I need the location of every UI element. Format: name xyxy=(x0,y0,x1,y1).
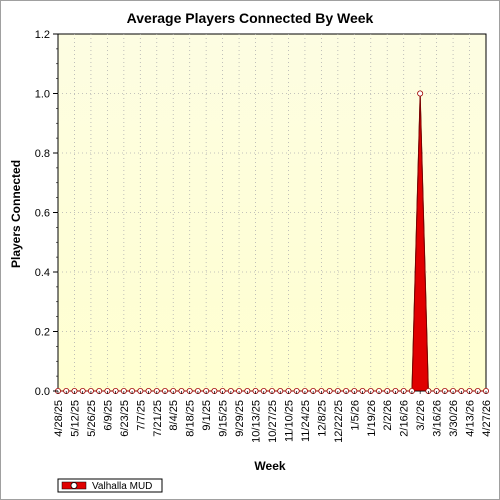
y-tick-label: 0.6 xyxy=(35,208,50,220)
legend-marker xyxy=(70,482,78,489)
x-tick-label: 2/2/26 xyxy=(382,400,394,431)
x-tick-label: 1/19/26 xyxy=(366,400,378,437)
y-tick-label: 1.0 xyxy=(35,89,50,101)
axes xyxy=(53,33,487,394)
x-axis-label: Week xyxy=(254,459,285,473)
y-tick-label: 0.2 xyxy=(35,327,50,339)
x-tick-label: 3/30/26 xyxy=(448,400,460,437)
x-tick-label: 2/16/26 xyxy=(399,400,411,437)
x-tick-labels: 4/28/25 5/12/25 5/26/25 6/9/25 6/23/25 7/7/25… xyxy=(53,400,493,443)
x-tick-label: 9/1/25 xyxy=(201,400,213,431)
x-tick-label: 11/24/25 xyxy=(300,400,312,442)
chart-title: Average Players Connected By Week xyxy=(127,10,374,26)
x-tick-label: 9/29/25 xyxy=(234,400,246,437)
x-tick-label: 6/9/25 xyxy=(102,400,114,431)
x-tick-label: 4/27/26 xyxy=(481,400,493,437)
y-tick-label: 1.2 xyxy=(35,29,50,41)
x-tick-label: 5/12/25 xyxy=(69,400,81,437)
x-tick-label: 7/7/25 xyxy=(135,400,147,431)
y-tick-label: 0.4 xyxy=(35,267,50,279)
x-tick-label: 8/18/25 xyxy=(185,400,197,437)
x-tick-label: 3/16/26 xyxy=(432,400,444,437)
x-tick-label: 5/26/25 xyxy=(86,400,98,437)
x-tick-label: 3/2/26 xyxy=(415,400,427,431)
y-tick-label: 0.8 xyxy=(35,148,50,160)
x-tick-label: 4/28/25 xyxy=(53,400,65,437)
y-axis-label: Players Connected xyxy=(9,160,23,268)
x-tick-label: 10/13/25 xyxy=(251,400,263,443)
legend: Valhalla MUD xyxy=(57,478,163,493)
x-tick-label: 12/22/25 xyxy=(333,400,345,443)
x-tick-label: 9/15/25 xyxy=(218,400,230,437)
legend-label: Valhalla MUD xyxy=(92,481,152,492)
x-tick-label: 10/27/25 xyxy=(267,400,279,443)
y-tick-label: 0.0 xyxy=(35,386,50,398)
x-tick-label: 11/10/25 xyxy=(283,400,295,442)
x-tick-label: 12/8/25 xyxy=(316,400,328,437)
y-tick-labels: 0.0 0.2 0.4 0.6 0.8 1.0 1.2 xyxy=(35,29,50,398)
x-tick-label: 8/4/25 xyxy=(168,400,180,431)
x-tick-label: 4/13/26 xyxy=(465,400,477,437)
x-tick-label: 7/21/25 xyxy=(152,400,164,437)
data-point xyxy=(417,90,424,97)
x-tick-label: 1/5/26 xyxy=(349,400,361,431)
x-tick-label: 6/23/25 xyxy=(119,400,131,437)
